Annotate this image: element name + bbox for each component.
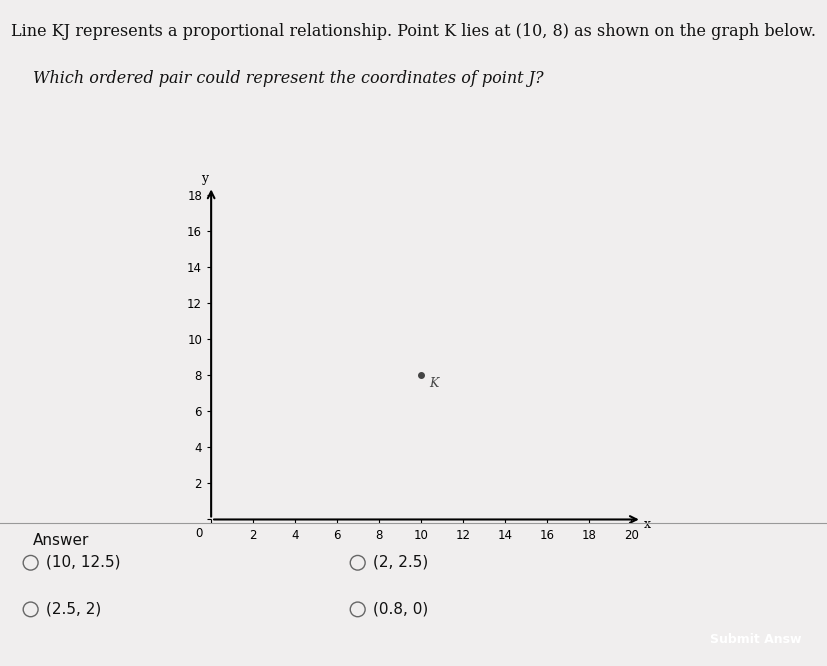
Text: Line KJ represents a proportional relationship. Point K lies at (10, 8) as shown: Line KJ represents a proportional relati… xyxy=(11,23,815,41)
Text: Submit Answ: Submit Answ xyxy=(709,633,801,646)
Text: 0: 0 xyxy=(195,527,203,539)
Text: (2, 2.5): (2, 2.5) xyxy=(372,554,428,569)
Text: (2.5, 2): (2.5, 2) xyxy=(45,601,101,616)
Text: Answer: Answer xyxy=(33,533,89,548)
Text: x: x xyxy=(643,518,650,531)
Text: K: K xyxy=(429,377,438,390)
Text: y: y xyxy=(201,172,208,184)
Text: Which ordered pair could represent the coordinates of point J?: Which ordered pair could represent the c… xyxy=(33,70,543,87)
Text: (10, 12.5): (10, 12.5) xyxy=(45,554,120,569)
Text: (0.8, 0): (0.8, 0) xyxy=(372,601,428,616)
